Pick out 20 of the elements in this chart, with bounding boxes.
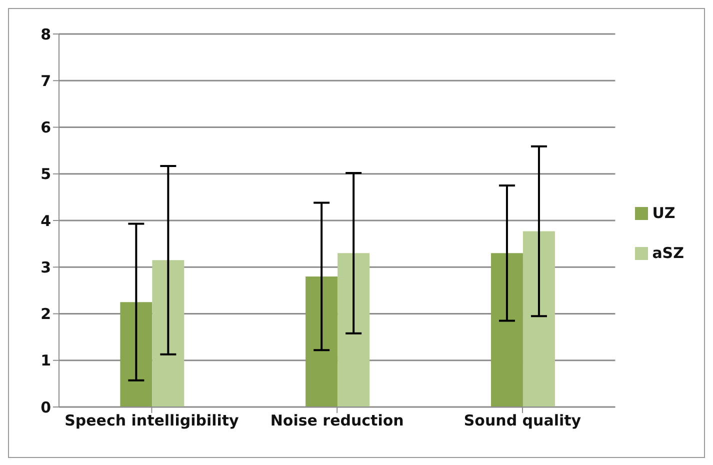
y-tick-label: 3 bbox=[40, 258, 51, 276]
y-tick-label: 4 bbox=[40, 212, 51, 230]
x-tick-label: Speech intelligibility bbox=[64, 412, 240, 430]
y-tick-label: 0 bbox=[40, 398, 51, 416]
bar bbox=[490, 253, 523, 407]
y-tick-label: 5 bbox=[40, 165, 51, 184]
x-tick-label: Noise reduction bbox=[270, 412, 404, 430]
bar bbox=[306, 276, 338, 407]
legend-label: UZ bbox=[652, 204, 676, 222]
bar bbox=[522, 231, 555, 407]
y-tick-label: 7 bbox=[40, 72, 51, 90]
y-tick-label: 8 bbox=[40, 25, 51, 44]
bar bbox=[120, 302, 152, 407]
legend-label: aSZ bbox=[652, 244, 684, 262]
y-tick-label: 2 bbox=[40, 305, 51, 324]
bar bbox=[338, 253, 370, 407]
y-tick-label: 1 bbox=[40, 352, 51, 370]
x-tick-label: Sound quality bbox=[464, 412, 582, 430]
bar bbox=[152, 260, 184, 407]
y-tick-label: 6 bbox=[40, 118, 51, 137]
